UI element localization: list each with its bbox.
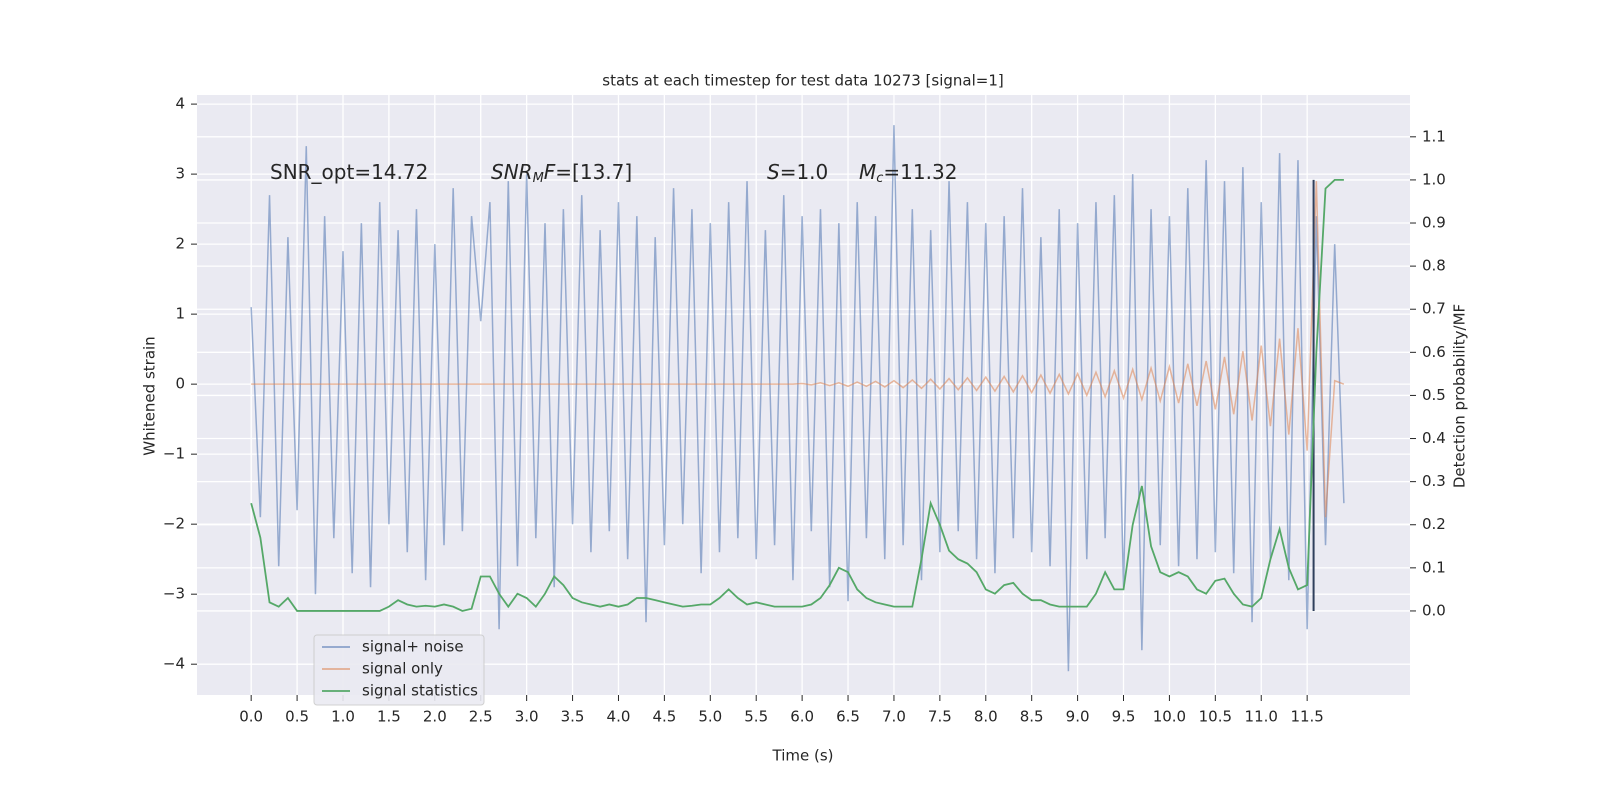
x-tick-label: 1.5 — [377, 708, 401, 726]
x-tick-label: 10.0 — [1153, 708, 1186, 726]
y-tick-label: −1 — [163, 445, 185, 463]
y2-tick-label: 0.5 — [1422, 386, 1446, 404]
annotation: SNR_opt=14.72 — [270, 160, 428, 184]
y2-tick-label: 0.2 — [1422, 515, 1446, 533]
chart-title: stats at each timestep for test data 102… — [602, 72, 1003, 90]
y2-axis-label: Detection probability/MF — [1451, 304, 1469, 488]
x-tick-label: 8.5 — [1020, 708, 1044, 726]
x-tick-label: 5.0 — [698, 708, 722, 726]
y-tick-label: −4 — [163, 655, 185, 673]
x-tick-label: 11.5 — [1290, 708, 1323, 726]
annotation-subscript: M — [533, 171, 544, 186]
x-tick-label: 6.5 — [836, 708, 860, 726]
series-line — [250, 179, 1344, 612]
x-tick-label: 1.0 — [331, 708, 355, 726]
legend-label: signal+ noise — [362, 638, 464, 656]
x-tick-label: 4.5 — [652, 708, 676, 726]
grid — [191, 95, 1416, 701]
y2-tick-label: 0.1 — [1422, 558, 1446, 576]
x-tick-label: 6.0 — [790, 708, 814, 726]
marks — [250, 125, 1345, 672]
y-tick-label: −2 — [163, 515, 185, 533]
y-tick-label: 3 — [175, 165, 185, 183]
x-tick-label: 3.0 — [515, 708, 539, 726]
series-line — [250, 125, 1345, 672]
x-tick-label: 11.0 — [1245, 708, 1278, 726]
legend: signal+ noise signal only signal statistic… — [313, 634, 485, 706]
y2-tick-label: 0.8 — [1422, 257, 1446, 275]
y-tick-label: 1 — [175, 305, 185, 323]
x-tick-label: 2.5 — [469, 708, 493, 726]
y2-tick-label: 0.9 — [1422, 214, 1446, 232]
y-tick-label: 0 — [175, 375, 185, 393]
x-tick-label: 8.0 — [974, 708, 998, 726]
y-tick-label: 4 — [175, 95, 185, 113]
x-tick-label: 3.5 — [561, 708, 585, 726]
y2-tick-label: 0.4 — [1422, 429, 1446, 447]
annotation-subscript: c — [876, 171, 883, 186]
y-tick-label: 2 — [175, 235, 185, 253]
annotation: SNRMF=[13.7] — [491, 160, 632, 186]
y2-tick-label: 0.7 — [1422, 300, 1446, 318]
annotation-text: =[13.7] — [555, 160, 632, 184]
y2-tick-label: 0.6 — [1422, 343, 1446, 361]
x-tick-label: 9.5 — [1112, 708, 1136, 726]
x-axis-label: Time (s) — [772, 747, 834, 765]
annotation: Mc=11.32 — [859, 160, 957, 186]
x-tick-label: 0.5 — [285, 708, 309, 726]
annotation-symbol: M — [859, 160, 876, 184]
annotation-symbol: S — [767, 160, 780, 184]
legend-label: signal statistics — [362, 682, 478, 700]
y2-tick-label: 1.0 — [1422, 170, 1446, 188]
series-line — [251, 181, 1345, 518]
annotation-text: =11.32 — [883, 160, 957, 184]
annotation: S=1.0 — [767, 160, 828, 184]
annotations: SNR_opt=14.72 SNRMF=[13.7] S=1.0 Mc=11.32 — [270, 160, 957, 186]
legend-label: signal only — [362, 660, 443, 678]
y2-tick-label: 0.3 — [1422, 472, 1446, 490]
x-tick-label: 4.0 — [607, 708, 631, 726]
x-tick-label: 10.5 — [1199, 708, 1232, 726]
x-tick-label: 0.0 — [239, 708, 263, 726]
annotation-text: SNR_opt=14.72 — [270, 160, 428, 184]
annotation-symbol: F — [544, 160, 556, 184]
annotation-text: =1.0 — [780, 160, 829, 184]
y2-tick-label: 0.0 — [1422, 601, 1446, 619]
legend-frame — [313, 634, 485, 706]
x-tick-label: 7.5 — [928, 708, 952, 726]
y-tick-label: −3 — [163, 585, 185, 603]
x-tick-label: 2.0 — [423, 708, 447, 726]
annotation-symbol: SNR — [491, 160, 533, 184]
x-tick-label: 7.0 — [882, 708, 906, 726]
y2-tick-label: 1.1 — [1422, 127, 1446, 145]
x-tick-label: 9.0 — [1066, 708, 1090, 726]
y-axis-label: Whitened strain — [141, 336, 159, 455]
x-tick-label: 5.5 — [744, 708, 768, 726]
